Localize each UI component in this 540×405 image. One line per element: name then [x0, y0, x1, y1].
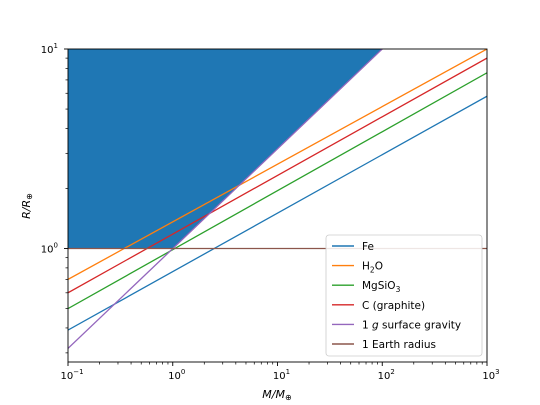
x-tick-label-2: 101: [273, 368, 290, 382]
y-tick-label-0: 100: [41, 242, 58, 256]
legend-label-2: MgSiO3: [362, 280, 401, 294]
y-axis-label-sub: ⊕: [25, 193, 34, 200]
series-line-2: [68, 72, 487, 310]
series-line-3: [68, 57, 487, 294]
x-tick-label-4: 103: [482, 368, 499, 382]
y-axis-label: R/R⊕: [20, 193, 34, 219]
tick-layer: 10−1 100 101 102 103 100 101: [41, 42, 500, 382]
series-line-4: [68, 49, 383, 349]
shaded-region-layer: [68, 49, 383, 249]
x-tick-label-0: 10−1: [60, 368, 83, 382]
legend: Fe H2O MgSiO3 C (graphite) 1 g surface gravi…: [325, 234, 483, 357]
x-axis-label: M/M⊕: [262, 388, 291, 402]
series-line-0: [68, 95, 487, 331]
series-line-1: [68, 49, 487, 280]
x-axis-label-sub: ⊕: [285, 393, 292, 402]
legend-label-4: 1 g surface gravity: [362, 319, 461, 331]
shaded-region: [68, 49, 383, 249]
legend-label-0: Fe: [362, 241, 374, 253]
legend-label-3: C (graphite): [362, 300, 425, 312]
x-tick-label-1: 100: [168, 368, 185, 382]
legend-label-1: H2O: [362, 261, 383, 275]
x-tick-label-3: 102: [378, 368, 395, 382]
y-tick-label-1: 101: [41, 42, 58, 56]
legend-box: [325, 234, 483, 357]
legend-label-5: 1 Earth radius: [362, 339, 436, 351]
